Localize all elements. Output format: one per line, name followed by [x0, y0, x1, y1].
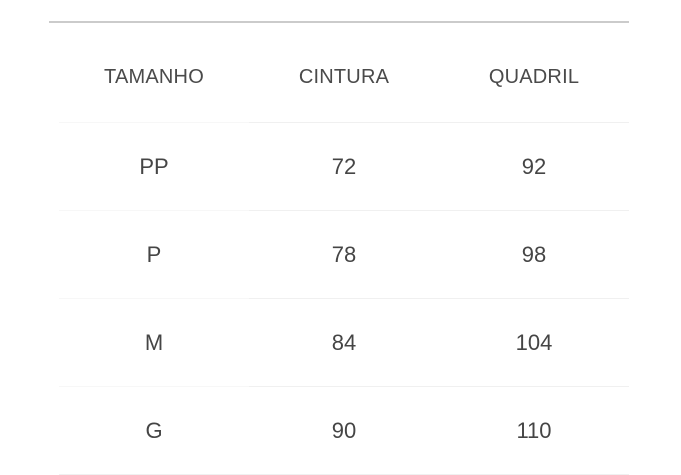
hip-cell: 92: [439, 122, 629, 211]
size-cell: G: [59, 386, 249, 475]
header-tamanho: TAMANHO: [104, 66, 204, 88]
table-row: M 84 104: [59, 298, 629, 387]
table-header-row: TAMANHO CINTURA QUADRIL: [59, 33, 629, 123]
hip-cell: 110: [439, 386, 629, 475]
table-row: G 90 110: [59, 386, 629, 475]
header-cintura: CINTURA: [298, 66, 390, 88]
top-divider: [49, 21, 629, 23]
size-cell: P: [59, 210, 249, 299]
hip-cell: 104: [439, 298, 629, 387]
size-table: TAMANHO CINTURA QUADRIL PP 72 92 P 78 98…: [59, 33, 629, 475]
header-quadril: QUADRIL: [488, 66, 580, 88]
size-cell: PP: [59, 122, 249, 211]
waist-cell: 84: [249, 298, 439, 387]
table-row: PP 72 92: [59, 122, 629, 211]
size-cell: M: [59, 298, 249, 387]
hip-cell: 98: [439, 210, 629, 299]
waist-cell: 72: [249, 122, 439, 211]
waist-cell: 78: [249, 210, 439, 299]
waist-cell: 90: [249, 386, 439, 475]
table-row: P 78 98: [59, 210, 629, 299]
